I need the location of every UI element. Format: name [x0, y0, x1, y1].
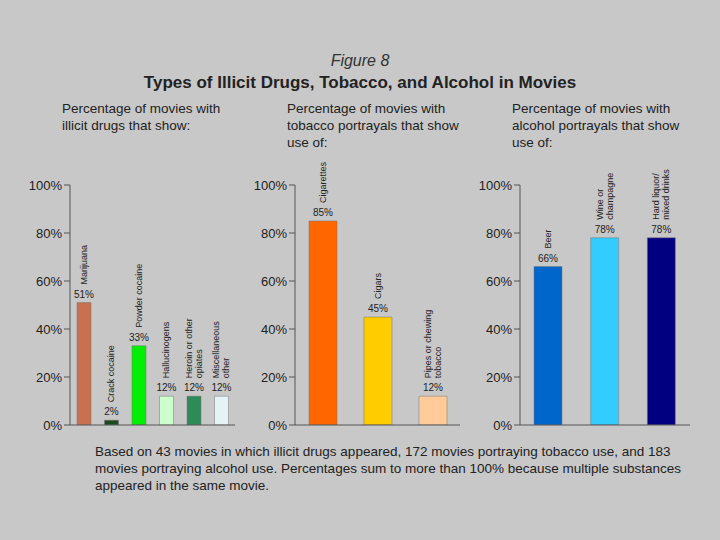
svg-text:40%: 40%: [261, 322, 287, 337]
svg-text:78%: 78%: [651, 224, 671, 235]
svg-text:2%: 2%: [104, 406, 119, 417]
svg-text:12%: 12%: [423, 382, 443, 393]
svg-text:Wine orchampagne: Wine orchampagne: [595, 173, 615, 220]
svg-text:40%: 40%: [486, 322, 512, 337]
svg-text:Marijuana: Marijuana: [79, 245, 89, 285]
svg-text:45%: 45%: [368, 303, 388, 314]
html-text:Percentage of movies with illi: Percentage of movies with illicit drugs …: [62, 101, 221, 133]
svg-text:Crack cocaine: Crack cocaine: [107, 345, 117, 402]
html-text:Types of Illicit Drugs, Tobacc: Types of Illicit Drugs, Tobacco, and Alc…: [143, 73, 577, 92]
svg-text:Powder cocaine: Powder cocaine: [134, 264, 144, 328]
svg-text:40%: 40%: [36, 322, 62, 337]
svg-text:12%: 12%: [156, 382, 176, 393]
svg-text:Heroin or otheropiates: Heroin or otheropiates: [184, 318, 204, 378]
svg-text:78%: 78%: [595, 224, 615, 235]
svg-text:33%: 33%: [129, 332, 149, 343]
svg-text:100%: 100%: [479, 178, 513, 193]
svg-text:0%: 0%: [268, 418, 287, 433]
svg-text:Cigarettes: Cigarettes: [318, 161, 328, 203]
svg-text:12%: 12%: [184, 382, 204, 393]
svg-text:Cigars: Cigars: [373, 272, 383, 299]
svg-text:Hallucinogens: Hallucinogens: [162, 321, 172, 378]
svg-text:80%: 80%: [36, 226, 62, 241]
svg-text:60%: 60%: [486, 274, 512, 289]
svg-text:12%: 12%: [211, 382, 231, 393]
svg-text:Hard liquor/mixed drinks: Hard liquor/mixed drinks: [651, 169, 671, 220]
svg-text:80%: 80%: [261, 226, 287, 241]
svg-text:100%: 100%: [254, 178, 288, 193]
svg-text:60%: 60%: [36, 274, 62, 289]
svg-text:Beer: Beer: [543, 230, 553, 249]
svg-text:0%: 0%: [493, 418, 512, 433]
svg-text:20%: 20%: [261, 370, 287, 385]
svg-text:Pipes or chewingtobacco: Pipes or chewingtobacco: [423, 310, 443, 379]
svg-text:80%: 80%: [486, 226, 512, 241]
svg-text:20%: 20%: [486, 370, 512, 385]
svg-text:60%: 60%: [261, 274, 287, 289]
svg-text:100%: 100%: [29, 178, 63, 193]
svg-text:51%: 51%: [74, 289, 94, 300]
html-text:Based on 43 movies in which il: Based on 43 movies in which illicit drug…: [95, 444, 682, 493]
html-text:Percentage of movies with alco: Percentage of movies with alcohol portra…: [512, 101, 680, 150]
html-text:Percentage of movies with toba: Percentage of movies with tobacco portra…: [287, 101, 459, 150]
html-text:Figure 8: Figure 8: [330, 52, 390, 69]
svg-text:66%: 66%: [538, 253, 558, 264]
svg-text:20%: 20%: [36, 370, 62, 385]
svg-text:Miscellaneousother: Miscellaneousother: [212, 321, 232, 379]
svg-text:0%: 0%: [43, 418, 62, 433]
svg-text:85%: 85%: [313, 207, 333, 218]
